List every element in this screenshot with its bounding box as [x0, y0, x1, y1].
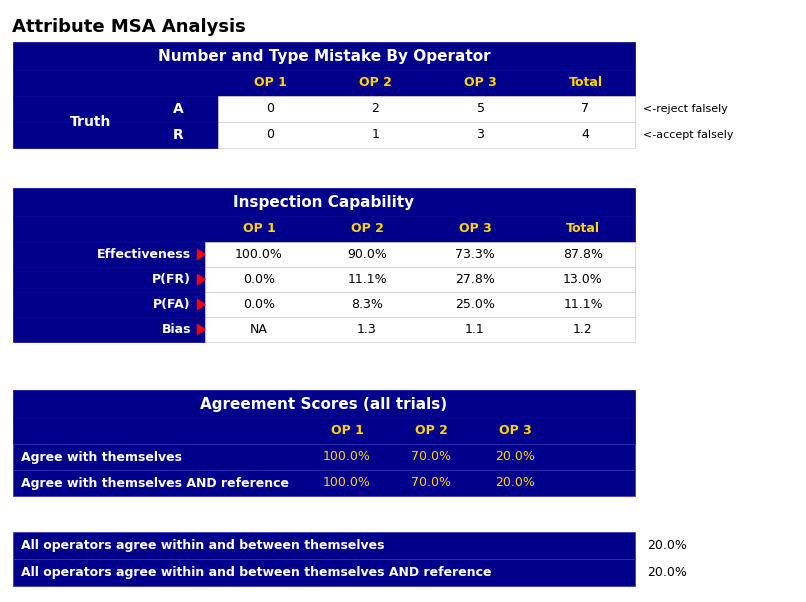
- Bar: [13, 559, 635, 586]
- Text: <-accept falsely: <-accept falsely: [643, 130, 733, 140]
- Polygon shape: [197, 275, 205, 285]
- Text: 2: 2: [372, 102, 380, 116]
- Text: Agreement Scores (all trials): Agreement Scores (all trials): [201, 397, 447, 412]
- Text: Attribute MSA Analysis: Attribute MSA Analysis: [12, 18, 246, 36]
- Text: OP 3: OP 3: [459, 223, 492, 235]
- Bar: [205, 242, 635, 267]
- Bar: [13, 242, 205, 267]
- Text: 20.0%: 20.0%: [495, 477, 535, 489]
- Bar: [13, 292, 205, 317]
- Text: 1: 1: [372, 128, 380, 141]
- Bar: [13, 418, 635, 444]
- Bar: [13, 70, 635, 96]
- Text: 1.1: 1.1: [465, 323, 485, 336]
- Text: Inspection Capability: Inspection Capability: [234, 194, 414, 209]
- Text: 27.8%: 27.8%: [455, 273, 495, 286]
- Text: 0: 0: [267, 102, 275, 116]
- Text: 87.8%: 87.8%: [563, 248, 603, 261]
- Text: P(FR): P(FR): [152, 273, 191, 286]
- Polygon shape: [197, 300, 205, 309]
- Text: P(FA): P(FA): [153, 298, 191, 311]
- Text: OP 2: OP 2: [351, 223, 384, 235]
- Text: 70.0%: 70.0%: [411, 477, 451, 489]
- Bar: [13, 122, 218, 148]
- Text: 0: 0: [267, 128, 275, 141]
- Text: Bias: Bias: [161, 323, 191, 336]
- Text: 11.1%: 11.1%: [347, 273, 387, 286]
- Polygon shape: [197, 324, 205, 335]
- Text: OP 3: OP 3: [464, 76, 496, 90]
- Text: 100.0%: 100.0%: [323, 477, 371, 489]
- Bar: [13, 216, 635, 242]
- Bar: [13, 444, 635, 470]
- Text: 1.3: 1.3: [357, 323, 377, 336]
- Bar: [13, 470, 635, 496]
- Bar: [218, 96, 635, 122]
- Text: 8.3%: 8.3%: [351, 298, 383, 311]
- Bar: [13, 317, 205, 342]
- Bar: [13, 42, 635, 70]
- Bar: [13, 532, 635, 559]
- Text: 25.0%: 25.0%: [455, 298, 495, 311]
- Bar: [13, 96, 218, 122]
- Text: 100.0%: 100.0%: [235, 248, 283, 261]
- Bar: [13, 390, 635, 418]
- Text: All operators agree within and between themselves: All operators agree within and between t…: [21, 539, 384, 552]
- Text: 11.1%: 11.1%: [563, 298, 603, 311]
- Text: Total: Total: [568, 76, 603, 90]
- Bar: [205, 292, 635, 317]
- Text: OP 2: OP 2: [414, 424, 447, 438]
- Text: 7: 7: [581, 102, 589, 116]
- Text: OP 3: OP 3: [499, 424, 531, 438]
- Text: 20.0%: 20.0%: [647, 539, 687, 552]
- Text: All operators agree within and between themselves AND reference: All operators agree within and between t…: [21, 566, 492, 579]
- Text: Truth: Truth: [70, 115, 112, 129]
- Text: Agree with themselves AND reference: Agree with themselves AND reference: [21, 477, 289, 489]
- Text: 20.0%: 20.0%: [647, 566, 687, 579]
- Text: OP 1: OP 1: [254, 76, 287, 90]
- Text: 3: 3: [476, 128, 484, 141]
- Text: 4: 4: [582, 128, 589, 141]
- Bar: [205, 267, 635, 292]
- Text: OP 2: OP 2: [359, 76, 392, 90]
- Text: A: A: [172, 102, 184, 116]
- Text: <-reject falsely: <-reject falsely: [643, 104, 728, 114]
- Text: 73.3%: 73.3%: [455, 248, 495, 261]
- Text: 20.0%: 20.0%: [495, 450, 535, 464]
- Text: Total: Total: [566, 223, 600, 235]
- Text: NA: NA: [250, 323, 268, 336]
- Text: Number and Type Mistake By Operator: Number and Type Mistake By Operator: [158, 49, 490, 63]
- Text: 13.0%: 13.0%: [563, 273, 603, 286]
- Text: OP 1: OP 1: [243, 223, 276, 235]
- Bar: [218, 122, 635, 148]
- Text: 1.2: 1.2: [573, 323, 593, 336]
- Text: 0.0%: 0.0%: [243, 298, 275, 311]
- Text: Effectiveness: Effectiveness: [97, 248, 191, 261]
- Text: 70.0%: 70.0%: [411, 450, 451, 464]
- Polygon shape: [197, 249, 205, 259]
- Text: OP 1: OP 1: [330, 424, 364, 438]
- Text: 0.0%: 0.0%: [243, 273, 275, 286]
- Text: 100.0%: 100.0%: [323, 450, 371, 464]
- Text: Agree with themselves: Agree with themselves: [21, 450, 182, 464]
- Text: 90.0%: 90.0%: [347, 248, 387, 261]
- Bar: [13, 188, 635, 216]
- Text: R: R: [172, 128, 184, 142]
- Text: 5: 5: [476, 102, 484, 116]
- Bar: [13, 267, 205, 292]
- Bar: [205, 317, 635, 342]
